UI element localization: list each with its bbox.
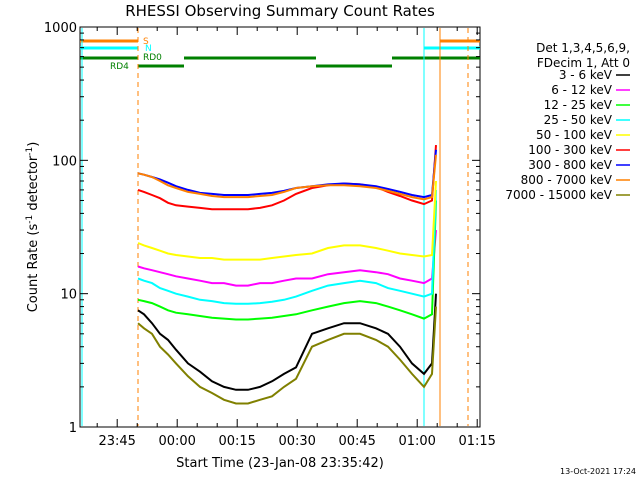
- series-line: [137, 154, 437, 201]
- series-line: [137, 145, 437, 211]
- plot-frame: [79, 26, 481, 428]
- y-axis-label: Count Rate (s-1 detector-1): [25, 142, 41, 313]
- x-tick-label: 23:45: [98, 434, 135, 449]
- series-line: [137, 180, 437, 261]
- x-axis-label: Start Time (23-Jan-08 23:35:42): [176, 456, 384, 471]
- legend-entry: 800 - 7000 keV: [521, 173, 613, 187]
- legend-entry: 12 - 25 keV: [544, 98, 613, 112]
- state-bar-label: RD0: [143, 53, 162, 63]
- y-tick-label: 1000: [44, 21, 77, 36]
- state-bar-label: N: [145, 44, 152, 54]
- series-line: [137, 230, 437, 287]
- y-tick-label: 1: [69, 421, 77, 436]
- x-tick-label: 01:15: [458, 434, 495, 449]
- x-tick-label: 01:00: [398, 434, 435, 449]
- x-tick-label: 00:45: [338, 434, 375, 449]
- legend-entry: 100 - 300 keV: [528, 143, 612, 157]
- series-line: [137, 149, 437, 199]
- legend-entry: 25 - 50 keV: [544, 113, 613, 127]
- x-axis: 23:45 00:00 00:15 00:30 00:45 01:00 01:15: [96, 27, 496, 449]
- legend: Det 1,3,4,5,6,9,FDecim 1, Att 03 - 6 keV…: [505, 41, 630, 202]
- x-tick-label: 00:15: [218, 434, 255, 449]
- state-bar-label: RD4: [110, 62, 129, 72]
- y-tick-label: 10: [60, 288, 77, 303]
- legend-entry: 7000 - 15000 keV: [505, 188, 612, 202]
- chart-title: RHESSI Observing Summary Count Rates: [125, 2, 435, 20]
- legend-entry: 6 - 12 keV: [551, 83, 613, 97]
- legend-entry: 300 - 800 keV: [528, 158, 612, 172]
- vertical-lines: [81, 28, 469, 426]
- legend-header: FDecim 1, Att 0: [537, 56, 630, 70]
- x-tick-label: 00:30: [278, 434, 315, 449]
- legend-entry: 3 - 6 keV: [559, 68, 613, 82]
- series-lines: [137, 145, 437, 405]
- x-tick-label: 00:00: [158, 434, 195, 449]
- y-axis: 1 10 100 1000: [44, 21, 480, 436]
- y-tick-label: 100: [52, 154, 77, 169]
- timestamp: 13-Oct-2021 17:24: [560, 467, 636, 476]
- series-line: [137, 306, 437, 405]
- series-line: [137, 293, 437, 391]
- series-line: [137, 200, 437, 321]
- legend-entry: 50 - 100 keV: [536, 128, 613, 142]
- series-line: [137, 189, 437, 305]
- state-bar-label: S: [143, 37, 149, 47]
- legend-header: Det 1,3,4,5,6,9,: [536, 41, 630, 55]
